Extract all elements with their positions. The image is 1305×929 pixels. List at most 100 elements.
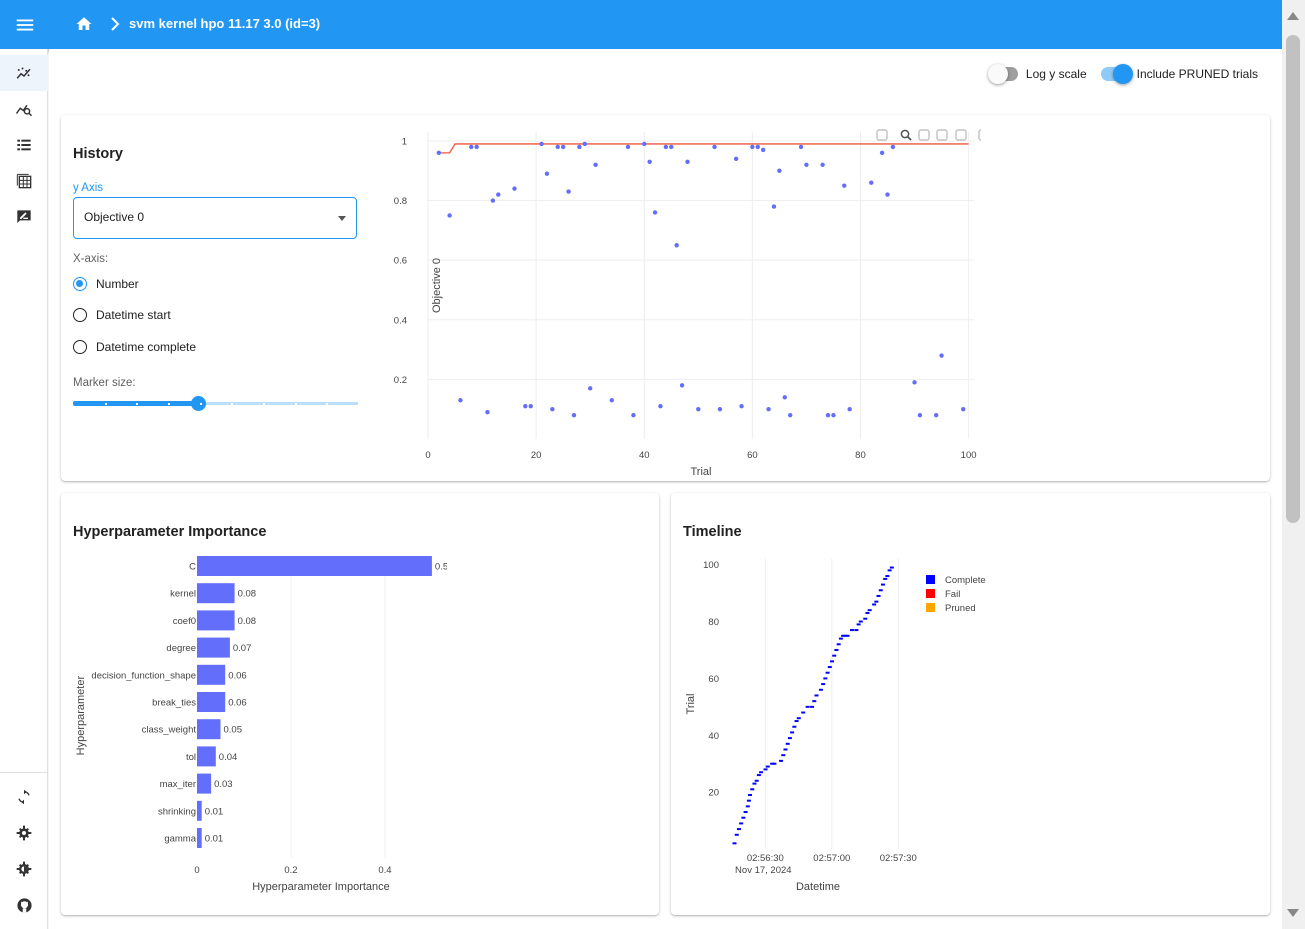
timeline-bar xyxy=(765,765,770,768)
scrollbar-thumb[interactable] xyxy=(1286,35,1300,523)
timeline-plot[interactable]: 02:56:30 02:57:00 02:57:30 Nov 17, 2024 20 40… xyxy=(671,493,1270,913)
slider-mark xyxy=(231,403,234,405)
data-point xyxy=(625,144,631,150)
timeline-bar xyxy=(887,569,892,572)
y-axis-select[interactable]: Objective 0 xyxy=(73,197,357,239)
lasso-select-icon[interactable] xyxy=(955,129,967,141)
timeline-bar xyxy=(889,566,894,569)
data-point xyxy=(577,144,582,150)
legend-label: Complete xyxy=(945,575,986,586)
category-label: kernel xyxy=(170,589,196,600)
include-pruned-toggle[interactable]: Include PRUNED trials xyxy=(1100,64,1258,84)
include-pruned-switch[interactable] xyxy=(1100,64,1133,84)
timeline-bar xyxy=(872,603,877,606)
data-point xyxy=(447,213,452,218)
x-axis-option-number[interactable]: Number xyxy=(73,277,139,291)
timeline-bar xyxy=(841,634,846,637)
history-plot[interactable]: 0 20 40 60 80 100 0.2 0.4 0.6 0.8 1 Trial Objective … xyxy=(361,115,981,477)
data-point xyxy=(712,144,717,150)
nav-note[interactable] xyxy=(0,199,48,235)
slider-thumb[interactable] xyxy=(191,396,207,411)
zoom-icon[interactable] xyxy=(900,129,912,141)
x-axis-option-datetime-complete[interactable]: Datetime complete xyxy=(73,340,196,354)
log-y-scale-switch[interactable] xyxy=(987,64,1018,84)
log-y-scale-toggle[interactable]: Log y scale xyxy=(987,64,1087,84)
x-axis-option-datetime-start[interactable]: Datetime start xyxy=(73,308,171,322)
menu-icon[interactable] xyxy=(14,14,36,36)
radio-unselected-icon[interactable] xyxy=(73,308,87,322)
scroll-up-arrow-icon[interactable] xyxy=(1287,12,1299,20)
nav-trials-list[interactable] xyxy=(0,127,48,163)
nav-settings[interactable] xyxy=(0,815,48,851)
github-icon xyxy=(16,897,32,913)
history-title: History xyxy=(73,146,123,162)
drawer-divider xyxy=(0,772,48,773)
legend-swatch xyxy=(926,575,935,584)
timeline-bar xyxy=(736,828,741,831)
x-tick-label: 0.4 xyxy=(378,865,391,876)
value-label: 0.04 xyxy=(219,752,238,763)
handle xyxy=(906,135,912,141)
legend-label: Pruned xyxy=(945,603,976,614)
study-title[interactable]: svm kernel hpo 11.17 3.0 (id=3) xyxy=(129,16,321,31)
x-tick-label: 80 xyxy=(855,450,866,461)
radio-selected-icon[interactable] xyxy=(73,277,87,291)
box-select-icon[interactable] xyxy=(936,129,948,141)
data-point xyxy=(933,412,939,418)
data-point xyxy=(782,395,787,400)
importance-plot[interactable]: 0 0.2 0.4 C 0.5 kernel 0.08 coef0 0.08 degree 0.07… xyxy=(61,493,659,913)
scroll-down-arrow-icon[interactable] xyxy=(1287,909,1299,917)
legend-label: Fail xyxy=(945,589,960,600)
data-point xyxy=(469,144,474,150)
timeline-bar xyxy=(818,688,823,691)
nav-history[interactable] xyxy=(0,55,48,91)
category-label: tol xyxy=(186,752,196,763)
side-drawer xyxy=(0,49,48,929)
radio-unselected-icon[interactable] xyxy=(73,340,87,354)
value-label: 0.08 xyxy=(238,589,257,600)
x-tick-label: 60 xyxy=(747,450,758,461)
home-icon[interactable] xyxy=(75,15,93,33)
data-point xyxy=(587,386,593,391)
nav-github[interactable] xyxy=(0,887,48,923)
data-point xyxy=(717,406,723,412)
nav-trials-table[interactable] xyxy=(0,163,48,199)
nav-dark-mode[interactable] xyxy=(0,851,48,887)
category-label: gamma xyxy=(164,834,196,845)
x-tick-label: 0.2 xyxy=(284,865,297,876)
timeline-bar xyxy=(734,833,739,836)
y-tick-label: 40 xyxy=(708,731,719,742)
nav-reload[interactable] xyxy=(0,779,48,815)
icon-shape xyxy=(978,129,981,141)
camera-icon[interactable] xyxy=(876,129,888,141)
timeline-bar xyxy=(743,811,748,814)
data-point xyxy=(771,204,777,209)
data-point xyxy=(609,398,615,403)
marker-size-slider[interactable] xyxy=(73,396,358,412)
data-point xyxy=(766,406,771,412)
pan-icon[interactable] xyxy=(918,129,930,141)
category-label: shrinking xyxy=(158,806,196,817)
value-label: 0.01 xyxy=(205,806,224,817)
timeline-bar xyxy=(810,705,815,708)
y-tick-label: 100 xyxy=(703,560,719,571)
data-point xyxy=(528,404,533,409)
data-point xyxy=(674,243,679,248)
timeline-bar xyxy=(756,774,761,777)
timeline-bar xyxy=(750,788,755,791)
timeline-bar xyxy=(785,742,790,745)
legend-swatch xyxy=(926,589,935,598)
zoom-in-icon[interactable] xyxy=(978,129,981,141)
data-point xyxy=(847,406,852,412)
label-clip-mask xyxy=(447,554,461,578)
category-label: degree xyxy=(166,643,196,654)
history-card: History y Axis Objective 0 X-axis: Numbe… xyxy=(61,115,1270,481)
data-point xyxy=(593,162,598,167)
data-point xyxy=(879,150,885,156)
timeline-bar xyxy=(827,666,832,669)
y-tick-label: 20 xyxy=(708,788,719,799)
data-point xyxy=(669,144,674,150)
importance-bar xyxy=(197,800,202,821)
nav-analytics[interactable] xyxy=(0,91,48,127)
page-scrollbar[interactable] xyxy=(1282,0,1305,929)
